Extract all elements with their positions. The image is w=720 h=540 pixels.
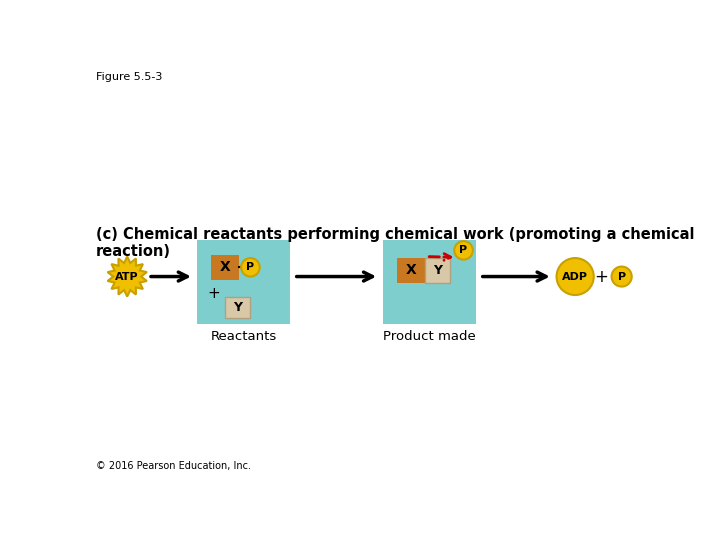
Circle shape [557, 258, 594, 295]
Text: Y: Y [233, 301, 242, 314]
Circle shape [241, 258, 260, 276]
Text: P: P [618, 272, 626, 281]
Text: Reactants: Reactants [210, 330, 276, 343]
Text: X: X [405, 264, 416, 278]
Text: ATP: ATP [115, 272, 139, 281]
Circle shape [611, 267, 631, 287]
Text: P: P [459, 245, 467, 255]
Text: Y: Y [433, 264, 441, 277]
Text: +: + [207, 286, 220, 301]
Text: ADP: ADP [562, 272, 588, 281]
Text: Figure 5.5-3: Figure 5.5-3 [96, 72, 163, 83]
Text: X: X [220, 260, 230, 274]
FancyBboxPatch shape [197, 240, 290, 325]
FancyBboxPatch shape [211, 255, 239, 280]
FancyBboxPatch shape [425, 258, 449, 283]
Text: Product made: Product made [383, 330, 476, 343]
FancyBboxPatch shape [397, 258, 425, 283]
Text: (c) Chemical reactants performing chemical work (promoting a chemical
reaction): (c) Chemical reactants performing chemic… [96, 226, 695, 259]
Text: +: + [595, 267, 608, 286]
Polygon shape [107, 256, 147, 296]
FancyBboxPatch shape [225, 296, 250, 318]
Text: P: P [246, 262, 254, 272]
Circle shape [454, 241, 473, 260]
FancyBboxPatch shape [383, 240, 476, 325]
Text: © 2016 Pearson Education, Inc.: © 2016 Pearson Education, Inc. [96, 461, 251, 471]
